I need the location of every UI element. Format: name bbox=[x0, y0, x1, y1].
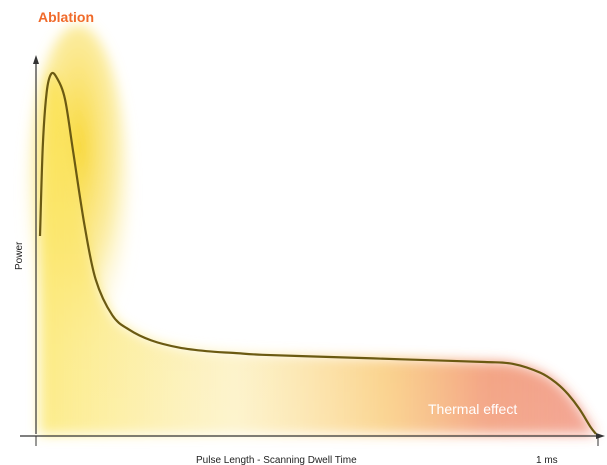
x-axis-label: Pulse Length - Scanning Dwell Time bbox=[196, 455, 357, 465]
y-axis-label: Power bbox=[14, 241, 25, 270]
thermal-effect-label: Thermal effect bbox=[428, 401, 517, 417]
x-axis-arrow-icon bbox=[596, 433, 605, 439]
power-curve bbox=[38, 71, 597, 435]
x-axis-end-label: 1 ms bbox=[536, 455, 558, 465]
power-area-overlay bbox=[40, 72, 596, 434]
y-axis-arrow-icon bbox=[33, 55, 39, 64]
ablation-label: Ablation bbox=[38, 9, 94, 25]
